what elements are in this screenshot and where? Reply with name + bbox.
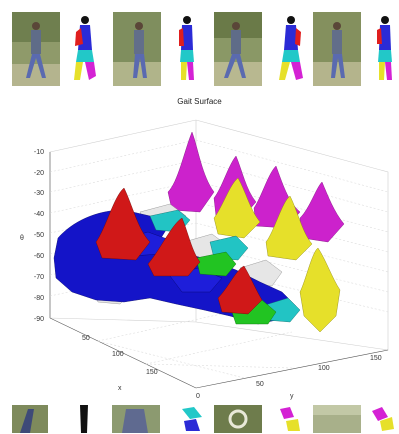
patch-mask-3-image (280, 407, 300, 431)
patch-photo-2 (112, 405, 160, 433)
patch-photo-1 (12, 405, 48, 433)
y-axis-ticks: 0 50 100 150 (196, 355, 382, 400)
walker-photo-2-image (113, 12, 161, 86)
z-axis-ticks: -10 -20 -30 -40 -50 -60 -70 -80 -90 (34, 149, 44, 323)
patch-mask-1 (76, 405, 92, 433)
body-mask-1 (72, 14, 98, 86)
y-tick: 0 (196, 393, 200, 400)
body-mask-2 (176, 14, 198, 86)
walker-photo-3 (214, 12, 262, 86)
x-axis-label: x (118, 385, 122, 392)
surface-yellow-region (213, 177, 341, 333)
z-tick: -80 (34, 295, 44, 302)
walker-photo-3-image (214, 12, 262, 86)
x-tick: 150 (146, 369, 158, 376)
y-tick: 50 (256, 381, 264, 388)
x-axis-ticks: 50 100 150 (82, 335, 158, 376)
y-axis-label: y (290, 393, 294, 400)
z-tick: -60 (34, 253, 44, 260)
walker-photo-1-image (12, 12, 60, 86)
patch-mask-2 (180, 405, 204, 433)
walker-photo-4-image (313, 12, 361, 86)
x-tick: 50 (82, 335, 90, 342)
patch-mask-3 (278, 405, 302, 433)
patch-photo-3 (214, 405, 262, 433)
patch-mask-2-image (182, 407, 202, 431)
patch-mask-4 (370, 405, 396, 433)
walker-photo-4 (313, 12, 361, 86)
z-tick: -10 (34, 149, 44, 156)
y-tick: 150 (370, 355, 382, 362)
patch-photo-1-image (12, 405, 48, 433)
walker-photo-1 (12, 12, 60, 86)
body-mask-2-image (179, 16, 194, 80)
gait-surface-plot: -10 -20 -30 -40 -50 -60 -70 -80 -90 θ 50… (0, 92, 399, 404)
body-mask-1-image (74, 16, 96, 80)
z-tick: -50 (34, 232, 44, 239)
figure-title: Gait Surface (177, 97, 222, 106)
y-tick: 100 (318, 365, 330, 372)
z-tick: -90 (34, 316, 44, 323)
patch-mask-4-image (372, 407, 394, 431)
z-tick: -70 (34, 274, 44, 281)
x-tick: 100 (112, 351, 124, 358)
z-tick: -20 (34, 170, 44, 177)
surface-red-region (95, 187, 263, 315)
walker-photo-2 (113, 12, 161, 86)
z-tick: -40 (34, 211, 44, 218)
body-mask-4-image (377, 16, 392, 80)
body-mask-3-image (279, 16, 303, 80)
body-mask-3 (278, 14, 304, 86)
z-tick: -30 (34, 190, 44, 197)
patch-photo-2-image (112, 405, 160, 433)
patch-mask-1-image (80, 405, 88, 433)
patch-photo-4 (313, 405, 361, 433)
z-axis-label: θ (20, 235, 24, 242)
patch-photo-4-image (313, 405, 361, 433)
gait-surface-svg: -10 -20 -30 -40 -50 -60 -70 -80 -90 θ 50… (20, 119, 389, 400)
patch-photo-3-image (214, 405, 262, 433)
body-mask-4 (374, 14, 396, 86)
